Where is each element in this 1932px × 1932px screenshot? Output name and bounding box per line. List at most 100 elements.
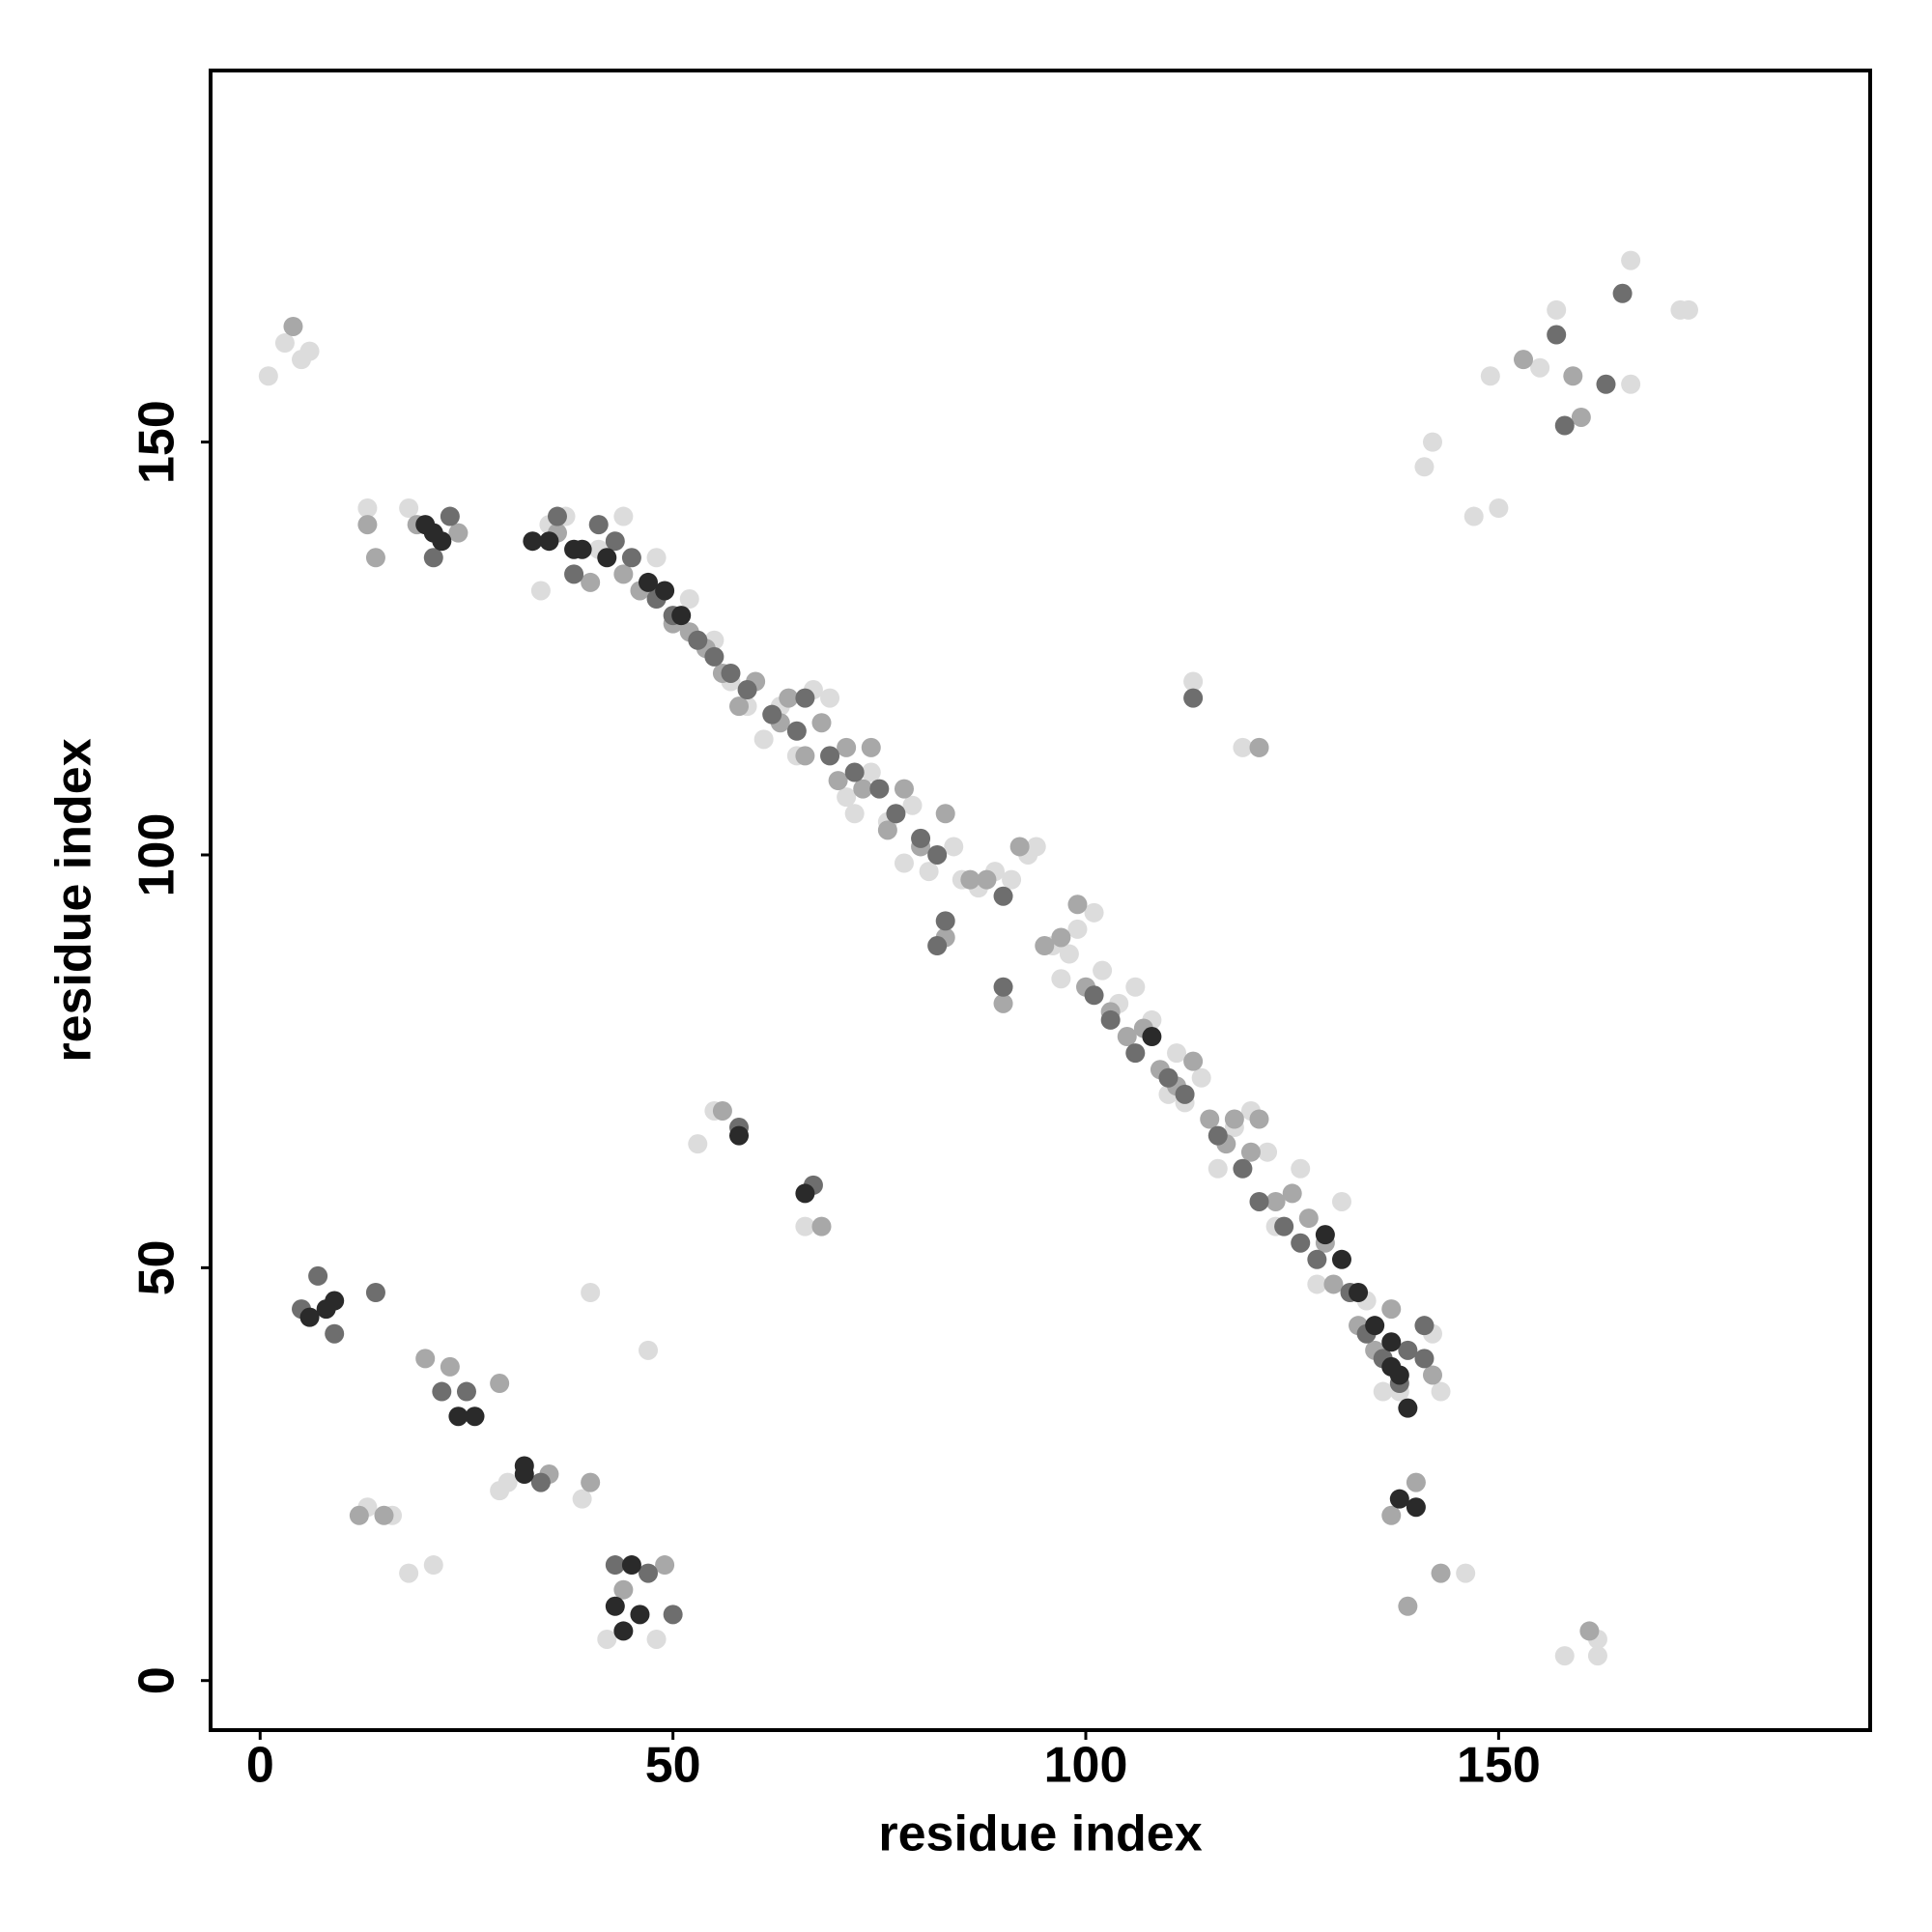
- point: [588, 515, 609, 535]
- point: [844, 804, 865, 824]
- point: [325, 1323, 345, 1344]
- point: [1233, 737, 1253, 757]
- point: [688, 630, 708, 650]
- point: [539, 531, 559, 552]
- point: [1002, 869, 1022, 890]
- point: [465, 1406, 485, 1427]
- point: [1323, 1274, 1344, 1294]
- point: [1142, 1027, 1162, 1047]
- point: [357, 498, 378, 519]
- point: [1406, 1472, 1426, 1492]
- point: [530, 1472, 551, 1492]
- point: [1514, 350, 1534, 370]
- point: [1084, 902, 1104, 923]
- point: [1051, 927, 1071, 948]
- point: [605, 1596, 625, 1616]
- point: [581, 572, 601, 592]
- y-tick-label: 0: [129, 1666, 185, 1694]
- point: [432, 1381, 452, 1402]
- point: [639, 572, 659, 592]
- point: [820, 688, 840, 708]
- point: [299, 1307, 320, 1327]
- point: [795, 1216, 815, 1236]
- x-tick-label: 0: [246, 1738, 274, 1794]
- point: [837, 737, 857, 757]
- point: [514, 1464, 534, 1485]
- point: [1398, 1340, 1418, 1360]
- point: [837, 787, 857, 808]
- point: [1422, 1365, 1442, 1385]
- point: [1678, 299, 1698, 320]
- point: [977, 869, 997, 890]
- point: [399, 1563, 419, 1583]
- point: [877, 820, 897, 840]
- point: [820, 746, 840, 766]
- point: [1125, 977, 1146, 997]
- point: [613, 1621, 634, 1641]
- point: [415, 1349, 436, 1369]
- point: [663, 1605, 683, 1625]
- point: [1240, 1142, 1261, 1162]
- point: [1431, 1563, 1451, 1583]
- point: [1621, 374, 1641, 394]
- point: [1431, 1381, 1451, 1402]
- point: [935, 804, 955, 824]
- point: [605, 531, 625, 552]
- point: [1200, 1109, 1220, 1129]
- point: [894, 853, 914, 873]
- point: [1612, 283, 1633, 303]
- point: [927, 936, 948, 956]
- point: [1307, 1274, 1327, 1294]
- point: [283, 316, 303, 336]
- point: [911, 828, 931, 848]
- point: [547, 506, 567, 526]
- point: [440, 506, 460, 526]
- point: [646, 548, 667, 568]
- point: [1167, 1043, 1187, 1064]
- point: [621, 548, 641, 568]
- point: [795, 1183, 815, 1204]
- point: [1100, 1009, 1121, 1030]
- point: [1208, 1158, 1228, 1179]
- point: [655, 581, 675, 601]
- point: [1349, 1282, 1369, 1302]
- point: [423, 1555, 443, 1576]
- point: [795, 688, 815, 708]
- point: [1307, 1249, 1327, 1269]
- point: [1381, 1356, 1402, 1377]
- point: [902, 795, 923, 815]
- point: [597, 1629, 617, 1649]
- x-tick-label: 100: [1044, 1738, 1128, 1794]
- point: [581, 1472, 601, 1492]
- point: [1084, 985, 1104, 1006]
- point: [655, 1555, 675, 1576]
- point: [1381, 1299, 1402, 1320]
- point: [828, 771, 848, 791]
- point: [993, 886, 1013, 906]
- point: [1282, 1183, 1302, 1204]
- point: [811, 1216, 832, 1236]
- point: [1563, 366, 1583, 386]
- point: [523, 531, 543, 552]
- point: [1463, 506, 1484, 526]
- point: [1249, 1109, 1269, 1129]
- point: [1183, 1051, 1204, 1071]
- point: [1456, 1563, 1476, 1583]
- point: [1183, 671, 1204, 692]
- point: [1291, 1233, 1311, 1253]
- point: [1381, 1332, 1402, 1352]
- point: [1035, 936, 1055, 956]
- x-axis-title: residue index: [878, 1806, 1202, 1862]
- point: [1224, 1109, 1244, 1129]
- point: [613, 564, 634, 584]
- point: [671, 606, 692, 626]
- point: [274, 333, 295, 354]
- point: [927, 844, 948, 865]
- point: [1249, 737, 1269, 757]
- y-tick-label: 150: [129, 400, 185, 484]
- point: [853, 779, 873, 799]
- point: [1291, 1158, 1311, 1179]
- point: [729, 1125, 750, 1146]
- point: [1621, 250, 1641, 270]
